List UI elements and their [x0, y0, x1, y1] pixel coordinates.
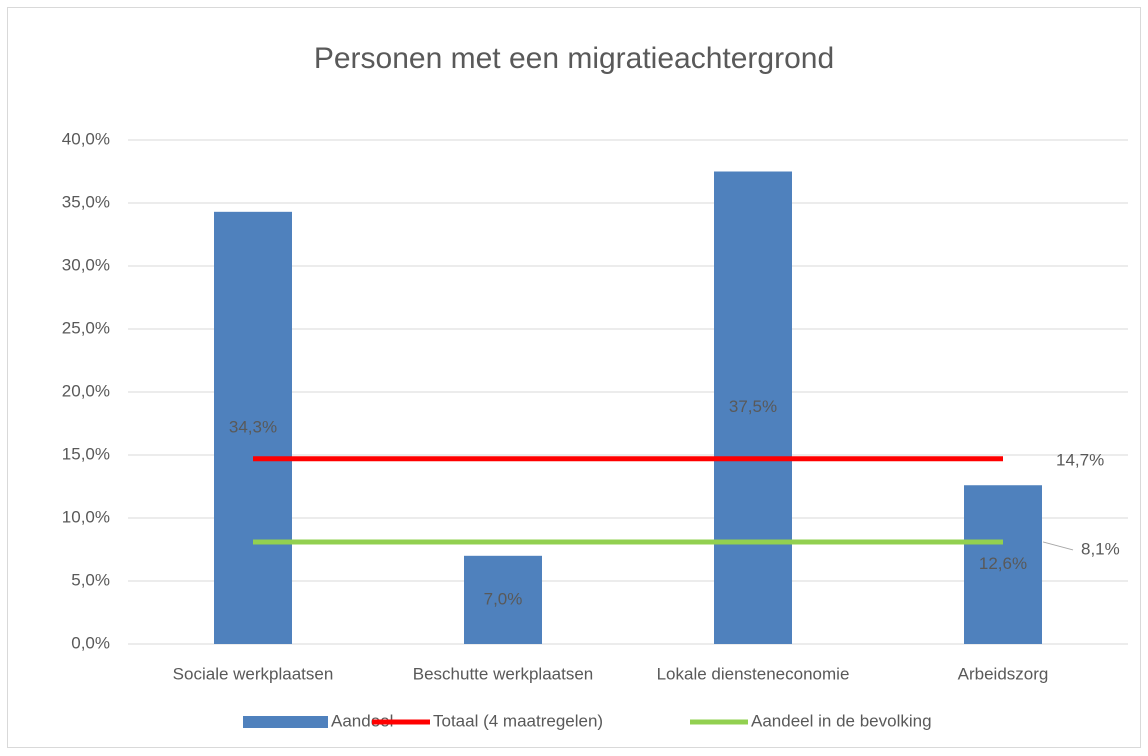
bar [714, 171, 792, 644]
y-tick-label: 5,0% [71, 570, 110, 589]
x-tick-label: Sociale werkplaatsen [173, 664, 334, 683]
y-tick-label: 30,0% [62, 255, 110, 274]
x-tick-label: Lokale diensteneconomie [657, 664, 850, 683]
x-tick-label: Arbeidszorg [958, 664, 1049, 683]
legend-label: Aandeel [331, 711, 393, 730]
y-tick-label: 0,0% [71, 633, 110, 652]
y-tick-label: 20,0% [62, 381, 110, 400]
bar [214, 211, 292, 644]
bar [464, 555, 542, 644]
chart-border [7, 7, 1141, 748]
data-label: 14,7% [1056, 450, 1104, 469]
y-tick-label: 35,0% [62, 192, 110, 211]
leader-line [1042, 541, 1074, 551]
x-tick-label: Beschutte werkplaatsen [413, 664, 594, 683]
chart-title: Personen met een migratieachtergrond [314, 42, 834, 75]
data-label: 37,5% [729, 397, 777, 416]
y-tick-label: 25,0% [62, 318, 110, 337]
legend-swatch [243, 716, 328, 728]
data-label: 7,0% [484, 589, 523, 608]
y-tick-label: 15,0% [62, 444, 110, 463]
data-label: 12,6% [979, 554, 1027, 573]
legend-label: Totaal (4 maatregelen) [433, 711, 603, 730]
data-label: 34,3% [229, 417, 277, 436]
data-label: 8,1% [1081, 539, 1120, 558]
y-tick-label: 10,0% [62, 507, 110, 526]
y-tick-label: 40,0% [62, 129, 110, 148]
legend-label: Aandeel in de bevolking [751, 711, 932, 730]
bar [964, 485, 1042, 644]
